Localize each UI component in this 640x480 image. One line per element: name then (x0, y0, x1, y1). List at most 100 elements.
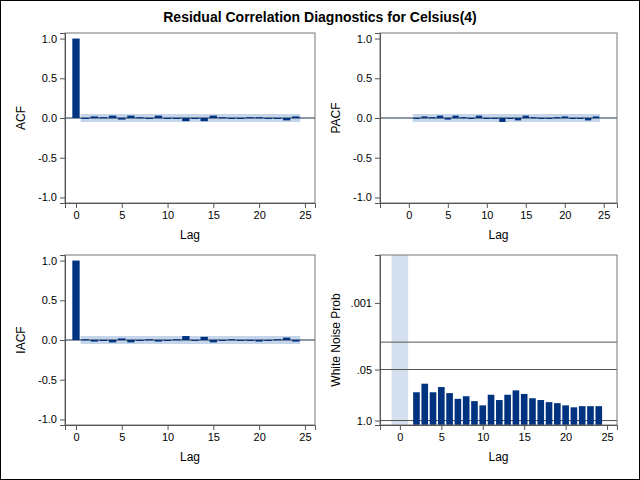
x-tick: 25 (299, 425, 311, 443)
bar (484, 118, 490, 119)
tick-label: 25 (299, 431, 311, 443)
bar (283, 118, 290, 120)
y-axis: -1.0-0.50.00.51.0 (38, 33, 65, 204)
bar (468, 118, 474, 119)
x-tick: 15 (208, 425, 220, 443)
tick-label: 15 (519, 431, 531, 443)
plot-frame (380, 255, 617, 425)
y-tick: 1.0 (42, 255, 65, 267)
tick-mark (375, 303, 380, 304)
bar (453, 116, 459, 118)
tick-label: 20 (254, 431, 266, 443)
x-tick: 25 (601, 425, 613, 443)
bar (146, 339, 153, 340)
tick-mark (76, 425, 77, 430)
axis-line (381, 426, 618, 431)
x-axis: 0510152025 (381, 425, 618, 443)
bar (413, 392, 420, 425)
tick-label: .001 (351, 297, 372, 309)
reference-line (380, 369, 617, 370)
x-tick: 0 (73, 203, 79, 221)
bar (164, 118, 171, 119)
tick-mark (526, 203, 527, 208)
x-tick: 0 (397, 425, 403, 443)
plot-frame (380, 33, 617, 203)
tick-mark (259, 425, 260, 430)
tick-mark (441, 425, 442, 430)
tick-label: 0.0 (42, 112, 57, 124)
plot-frame (65, 33, 315, 203)
y-tick: 1.0 (42, 33, 65, 45)
bar (173, 118, 180, 119)
tick-mark (60, 300, 65, 301)
outer-border (1, 1, 640, 480)
bar (118, 118, 125, 120)
tick-mark (122, 203, 123, 208)
bar (595, 406, 602, 425)
bar (127, 340, 134, 342)
x-tick: 25 (299, 203, 311, 221)
axis-line (66, 426, 316, 431)
y-axis: -1.0-0.50.00.51.0 (353, 33, 380, 204)
tick-mark (448, 203, 449, 208)
bar (507, 118, 513, 119)
tick-label: 1.0 (357, 33, 372, 45)
tick-label: 25 (299, 209, 311, 221)
bar (182, 336, 189, 340)
tick-label: 15 (208, 209, 220, 221)
bar (530, 117, 536, 118)
bar (546, 402, 553, 425)
bar (471, 401, 478, 425)
tick-mark (168, 203, 169, 208)
x-axis: 0510152025 (66, 425, 316, 443)
tick-label: 1.0 (42, 255, 57, 267)
tick-label: 1.0 (42, 33, 57, 45)
bar (587, 406, 594, 425)
tick-label: 1.0 (357, 415, 372, 427)
y-tick: .001 (351, 297, 380, 309)
tick-mark (375, 118, 380, 119)
bar (513, 390, 520, 425)
bar (499, 118, 505, 122)
y-tick: 0.0 (357, 112, 380, 124)
tick-label: 0.0 (357, 112, 372, 124)
tick-label: 15 (208, 431, 220, 443)
bar (246, 117, 253, 118)
tick-label: 0 (406, 209, 412, 221)
bar (100, 340, 107, 341)
bar (421, 116, 427, 118)
bar (562, 116, 568, 118)
tick-mark (483, 425, 484, 430)
plot-area (380, 114, 617, 122)
tick-label: 0 (73, 209, 79, 221)
tick-mark (122, 425, 123, 430)
tick-label: 5 (439, 431, 445, 443)
bar (255, 340, 262, 342)
bar (228, 339, 235, 340)
x-tick: 10 (477, 425, 489, 443)
bar (445, 118, 451, 120)
x-tick: 5 (439, 425, 445, 443)
tick-label: 5 (445, 209, 451, 221)
axis-line (375, 256, 381, 426)
tick-mark (213, 203, 214, 208)
bar (81, 118, 88, 119)
bar (201, 118, 208, 121)
bar (504, 395, 511, 425)
panel: 0510152025.001.051.0LagWhite Noise Prob (329, 255, 618, 464)
bar (460, 117, 466, 118)
tick-label: -0.5 (38, 152, 57, 164)
bar (201, 337, 208, 340)
tick-label: 0 (397, 431, 403, 443)
y-axis-title: PACF (329, 102, 343, 133)
x-tick: 5 (119, 425, 125, 443)
y-tick: .05 (357, 364, 380, 376)
axis-line (375, 34, 381, 204)
tick-mark (60, 261, 65, 262)
tick-label: 0.0 (42, 334, 57, 346)
reference-line (380, 342, 617, 343)
y-axis-title: White Noise Prob (329, 293, 343, 387)
bar (255, 117, 262, 118)
tick-mark (60, 158, 65, 159)
y-tick: 0.5 (357, 72, 380, 84)
